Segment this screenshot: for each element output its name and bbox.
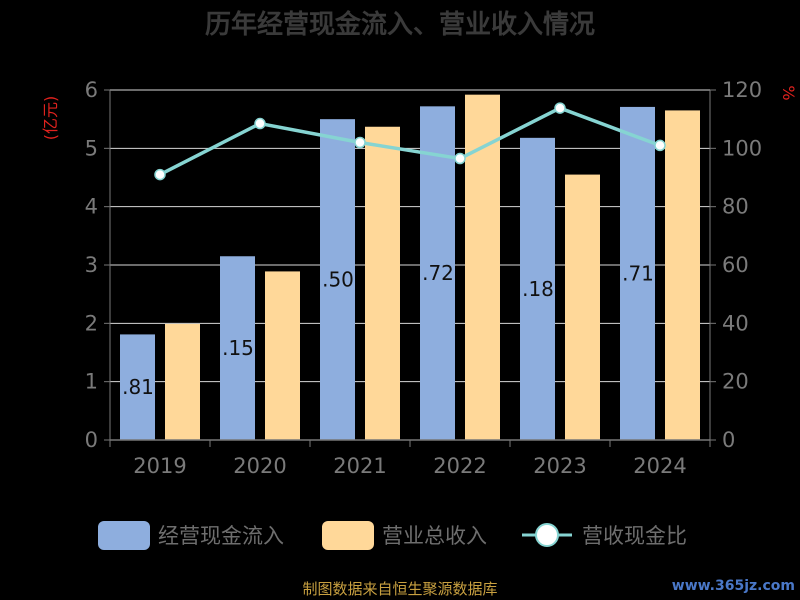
ratio-point <box>554 102 566 114</box>
data-label-layer: .81 .15 .50 .72 .18 .71 <box>122 261 654 399</box>
left-axis-tick-label: 2 <box>85 311 98 335</box>
x-axis-tick-label: 2022 <box>433 454 486 478</box>
bar-revenue <box>365 126 400 440</box>
left-axis-unit: (亿元) <box>41 96 60 141</box>
bar-data-label: .71 <box>622 261 654 285</box>
ratio-point <box>454 152 466 165</box>
bar-cash-inflow <box>620 106 655 441</box>
bar-revenue <box>265 271 300 440</box>
right-axis-tick-label: 0 <box>722 428 735 452</box>
x-axis-tick-label: 2021 <box>333 454 386 478</box>
bar-data-label: .15 <box>222 336 254 360</box>
left-axis-tick-label: 4 <box>85 195 98 219</box>
left-axis-tick-label: 5 <box>85 136 98 160</box>
right-axis-tick-label: 60 <box>722 253 749 277</box>
legend-swatch-cash-inflow <box>98 521 150 550</box>
right-axis-tick-label: 40 <box>722 311 749 335</box>
bar-cash-inflow <box>320 119 355 441</box>
right-axis-unit: % <box>779 85 798 100</box>
bar-cash-inflow <box>120 334 155 440</box>
bar-revenue <box>165 323 200 440</box>
ratio-point <box>354 136 366 149</box>
bar-cash-inflow <box>520 137 555 441</box>
bar-data-label: .18 <box>522 277 554 301</box>
ratio-line <box>159 106 661 177</box>
left-axis-tick-label: 6 <box>85 78 98 102</box>
watermark: www.365jz.com <box>672 578 795 594</box>
ratio-point <box>154 168 166 181</box>
bar-data-label: .81 <box>122 375 154 399</box>
bar-data-label: .72 <box>422 261 454 285</box>
x-axis-tick-label: 2023 <box>533 454 586 478</box>
left-axis-tick-label: 0 <box>85 428 98 452</box>
chart-title: 历年经营现金流入、营业收入情况 <box>205 9 595 40</box>
right-axis-tick-label: 100 <box>722 136 762 160</box>
legend-swatch-revenue <box>322 521 374 550</box>
left-axis-tick-label: 3 <box>85 253 98 277</box>
right-axis-tick-label: 120 <box>722 78 762 102</box>
legend-label-cash-inflow: 经营现金流入 <box>158 524 284 548</box>
legend-swatch-ratio-point <box>535 523 559 547</box>
x-axis-tick-label: 2024 <box>633 454 686 478</box>
right-axis-tick-label: 80 <box>722 195 749 219</box>
bar-cash-inflow <box>420 106 455 440</box>
x-axis-tick-label: 2019 <box>133 454 186 478</box>
left-axis-tick-label: 1 <box>85 370 98 394</box>
line-layer <box>154 102 666 181</box>
bar-layer <box>120 94 700 441</box>
legend-label-ratio: 营收现金比 <box>582 524 687 548</box>
x-axis-tick-label: 2020 <box>233 454 286 478</box>
bar-data-label: .50 <box>322 268 354 292</box>
ratio-point <box>654 139 666 152</box>
source-note: 制图数据来自恒生聚源数据库 <box>302 580 497 598</box>
bar-revenue <box>565 174 600 441</box>
right-axis-tick-label: 20 <box>722 370 749 394</box>
legend-label-revenue: 营业总收入 <box>382 524 487 548</box>
bar-revenue <box>665 110 700 441</box>
bar-cash-inflow <box>220 256 255 440</box>
ratio-point <box>254 117 266 130</box>
legend: 经营现金流入 营业总收入 营收现金比 <box>98 521 687 550</box>
